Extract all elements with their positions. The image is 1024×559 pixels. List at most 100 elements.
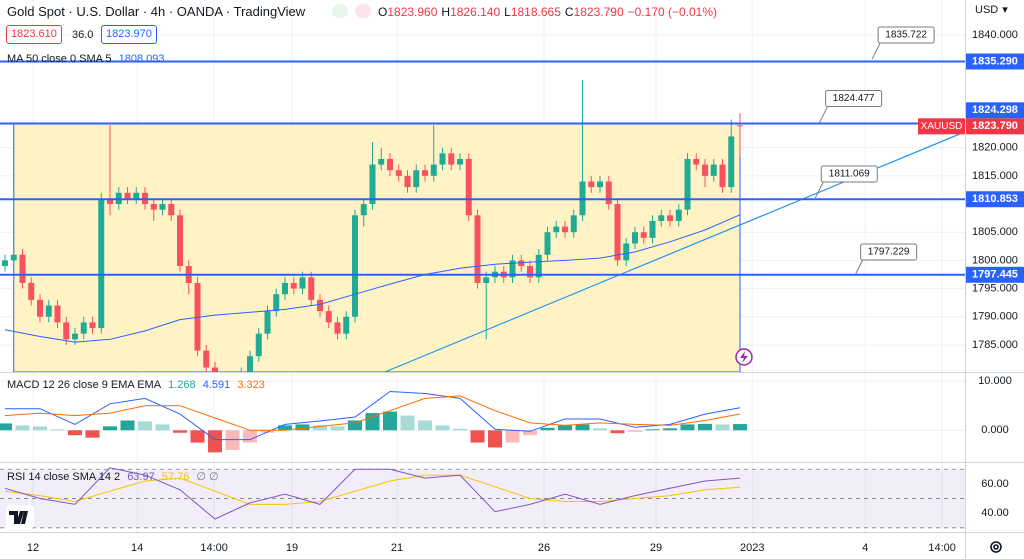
candle-body: [2, 260, 8, 267]
spread: 36.0: [72, 29, 94, 41]
macd-histogram-bar: [190, 430, 205, 443]
y-tick-label: 1795.000: [972, 282, 1018, 294]
candle-body: [264, 311, 271, 334]
y-tick-label: 1785.000: [972, 339, 1018, 351]
macd-histogram-bar: [453, 428, 467, 431]
candle-body: [203, 350, 210, 368]
macd-hist-value: 1.268: [168, 379, 196, 391]
annotation-box: [877, 26, 935, 44]
candle-body: [728, 136, 735, 188]
candle-body: [395, 170, 402, 176]
x-tick-label: 12: [27, 542, 39, 554]
x-tick-label: 19: [286, 542, 298, 554]
candle-body: [168, 204, 175, 216]
macd-histogram-bar: [348, 420, 362, 431]
data-status[interactable]: [355, 3, 372, 18]
y-tick-label: 1840.000: [972, 29, 1018, 41]
macd-histogram-bar: [365, 413, 380, 431]
macd-histogram-bar: [243, 430, 257, 443]
candle-body: [317, 299, 323, 312]
level-tag-label: 1824.298: [972, 104, 1018, 116]
price-pane: [0, 60, 965, 372]
candle-body: [640, 232, 647, 238]
lightning-icon[interactable]: [735, 348, 753, 366]
candle-body: [518, 260, 525, 267]
candle-body: [369, 164, 376, 205]
candle-body: [255, 333, 262, 357]
macd-histogram-bar: [698, 423, 712, 431]
candle-body: [54, 305, 61, 323]
level-tag: [966, 191, 1024, 208]
candle-body: [430, 164, 437, 176]
candle-body: [45, 305, 52, 317]
macd-histogram-bar: [523, 430, 537, 436]
candle-body: [553, 226, 560, 233]
candle-body: [562, 226, 568, 233]
candle-body: [133, 192, 140, 199]
ohlc-value: 1823.790: [573, 5, 624, 19]
currency-label[interactable]: USD: [975, 4, 999, 16]
rsi-tick-label: 60.00: [981, 478, 1009, 490]
macd-histogram-bar: [330, 426, 345, 431]
annotation-label: 1835.722: [885, 30, 927, 41]
macd-histogram-bar: [645, 429, 660, 431]
rsi-value: 63.97: [127, 471, 155, 483]
candle-body: [658, 215, 665, 221]
sma-value: 1808.093: [118, 53, 165, 65]
macd-histogram-bar: [610, 430, 625, 434]
price-tag-name-bg: [918, 118, 965, 135]
signal-line: [4, 395, 741, 431]
candle-body: [177, 215, 183, 267]
buy-button[interactable]: 1823.970: [101, 25, 157, 44]
macd-histogram-bar: [33, 426, 47, 431]
candle-body: [325, 311, 332, 323]
macd-histogram-bar: [50, 429, 65, 431]
candle-body: [527, 266, 533, 278]
sell-button[interactable]: 1823.610: [6, 25, 62, 44]
candle-body: [702, 164, 708, 176]
settings-icon[interactable]: [990, 541, 1002, 553]
gear-center: [993, 544, 999, 550]
macd-histogram-bar: [138, 421, 152, 431]
candle-body: [719, 164, 726, 188]
macd-histogram-bar: [295, 424, 310, 431]
candle-body: [89, 322, 96, 329]
level-tag: [966, 53, 1024, 70]
candle-body: [413, 170, 420, 188]
logo: [9, 511, 28, 524]
macd-histogram-bar: [0, 423, 12, 431]
level-tag-label: 1810.853: [972, 193, 1018, 205]
annotation-pointer: [854, 259, 864, 277]
event-glyph: [740, 351, 748, 363]
rsi-label: RSI 14 close SMA 14 2: [7, 471, 121, 483]
candle-body: [273, 294, 280, 312]
chart-title: Gold Spot · U.S. Dollar · 4h · OANDA · T…: [7, 4, 306, 19]
market-status[interactable]: [332, 3, 348, 18]
candle-body: [343, 316, 350, 334]
status-pills[interactable]: [332, 3, 375, 18]
x-tick-label: 14:00: [928, 542, 956, 554]
candle-body: [98, 198, 105, 329]
rsi-pane: [0, 467, 965, 529]
candle-body: [597, 181, 603, 188]
candle-body: [693, 158, 700, 165]
x-tick-label: 14:00: [200, 542, 228, 554]
candle-body: [334, 322, 341, 334]
y-tick-label: 1790.000: [972, 311, 1018, 323]
annotation-pointer: [871, 42, 881, 60]
currency[interactable]: USD ▾: [975, 4, 1008, 16]
candle-body: [684, 158, 691, 210]
gear[interactable]: [990, 541, 1002, 553]
level-tag-label: 1797.445: [972, 269, 1018, 281]
rsi-legend: RSI 14 close SMA 14 2 63.97 57.76 ∅ ∅: [7, 470, 223, 483]
macd-legend: MACD 12 26 close 9 EMA EMA 1.268 4.591 3…: [7, 379, 269, 391]
candle-body: [588, 181, 595, 188]
candle-body: [378, 158, 385, 165]
rsi-tick-label: 40.00: [981, 507, 1009, 519]
macd-tick-label: 0.000: [981, 424, 1009, 436]
candle-body: [483, 277, 490, 283]
x-tick-label: 29: [650, 542, 662, 554]
candle-body: [387, 158, 393, 171]
